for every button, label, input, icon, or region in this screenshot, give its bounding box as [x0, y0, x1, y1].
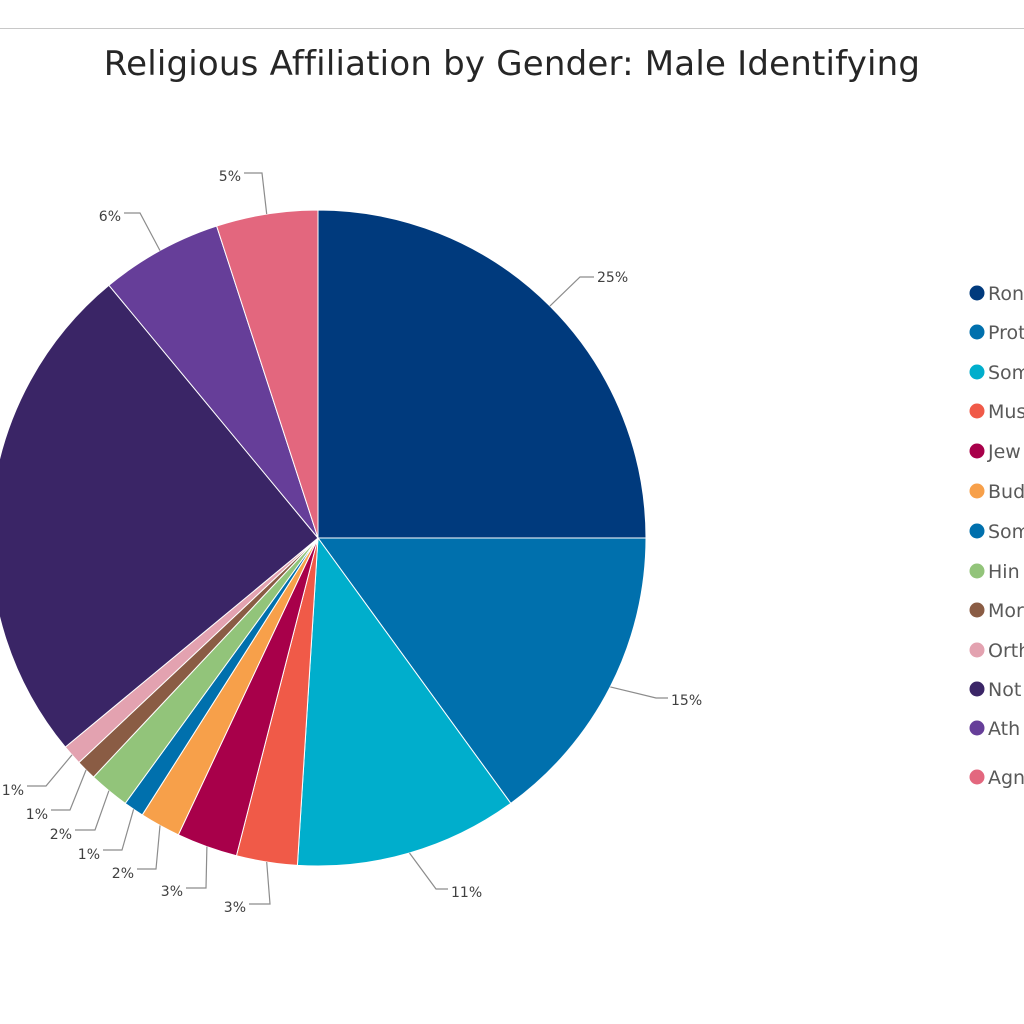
data-label: 2%	[50, 827, 72, 843]
legend-item[interactable]: Hin	[969, 561, 1020, 583]
pie-slice	[296, 536, 512, 867]
data-label: 6%	[99, 209, 121, 225]
label-leader-line	[51, 769, 87, 811]
data-label: 11%	[451, 885, 482, 901]
legend-label: Agn	[988, 767, 1024, 789]
label-leader-line	[244, 172, 268, 215]
legend-marker	[969, 563, 985, 579]
legend-item[interactable]: Jew	[969, 441, 1021, 463]
legend-label: Mus	[988, 401, 1024, 423]
legend-marker	[969, 443, 985, 459]
data-label: 1%	[26, 807, 48, 823]
pie-slice	[317, 537, 647, 805]
legend-label: Som	[988, 362, 1024, 384]
label-leader-line	[409, 852, 448, 890]
legend-item[interactable]: Orth	[969, 640, 1024, 662]
pie-slices	[0, 209, 647, 867]
label-leader-line	[124, 212, 161, 251]
legend-item[interactable]: Prot	[969, 322, 1024, 344]
legend-marker	[969, 364, 985, 380]
legend-label: Bud	[988, 481, 1024, 503]
data-label: 5%	[219, 169, 241, 185]
legend-marker	[969, 483, 985, 499]
legend-label: Orth	[988, 640, 1024, 662]
legend-item[interactable]: Not	[969, 679, 1022, 701]
legend-item[interactable]: Mor	[969, 600, 1024, 622]
legend-label: Som	[988, 521, 1024, 543]
legend-marker	[969, 403, 985, 419]
pie-slice	[0, 284, 319, 748]
legend-label: Mor	[988, 600, 1024, 622]
label-leader-line	[75, 790, 110, 831]
pie-slice	[317, 209, 647, 539]
legend-marker	[969, 324, 985, 340]
legend-item[interactable]: Som	[969, 362, 1024, 384]
data-label: 1%	[2, 783, 24, 799]
label-leader-line	[103, 809, 135, 851]
legend-marker	[969, 523, 985, 539]
data-label: 15%	[671, 693, 702, 709]
legend-marker	[969, 642, 985, 658]
label-leader-line	[137, 825, 161, 870]
legend-label: Ath	[988, 718, 1020, 740]
label-leader-line	[27, 754, 73, 787]
data-label: 3%	[161, 884, 183, 900]
legend-label: Ron	[988, 283, 1024, 305]
legend-label: Hin	[988, 561, 1020, 583]
legend-marker	[969, 681, 985, 697]
label-leader-line	[186, 846, 208, 889]
legend-label: Not	[988, 679, 1021, 701]
top-divider	[0, 28, 1024, 29]
data-label: 3%	[224, 900, 246, 916]
legend-item[interactable]: Ron	[969, 283, 1024, 305]
data-label: 25%	[597, 270, 628, 286]
legend-item[interactable]: Agn	[969, 767, 1024, 789]
data-labels: 25%15%11%3%3%2%1%2%1%1%6%5%	[2, 169, 702, 916]
legend-marker	[969, 720, 985, 736]
label-leader-line	[249, 861, 271, 905]
legend[interactable]: Ron Prot Som Mus Jew Bud Som Hin Mor Orth Not Ath Ag…	[969, 283, 1024, 789]
legend-label: Jew	[987, 441, 1021, 463]
legend-item[interactable]: Mus	[969, 401, 1024, 423]
legend-item[interactable]: Bud	[969, 481, 1024, 503]
chart-title: Religious Affiliation by Gender: Male Id…	[103, 44, 921, 84]
legend-marker	[969, 285, 985, 301]
label-leader-lines	[27, 172, 668, 905]
label-leader-line	[549, 276, 594, 307]
legend-marker	[969, 769, 985, 785]
legend-label: Prot	[988, 322, 1024, 344]
pie-slice	[108, 225, 319, 539]
data-label: 2%	[112, 866, 134, 882]
pie-slice	[216, 209, 319, 539]
legend-item[interactable]: Ath	[969, 718, 1021, 740]
data-label: 1%	[78, 847, 100, 863]
legend-marker	[969, 602, 985, 618]
legend-item[interactable]: Som	[969, 521, 1024, 543]
label-leader-line	[610, 686, 668, 699]
